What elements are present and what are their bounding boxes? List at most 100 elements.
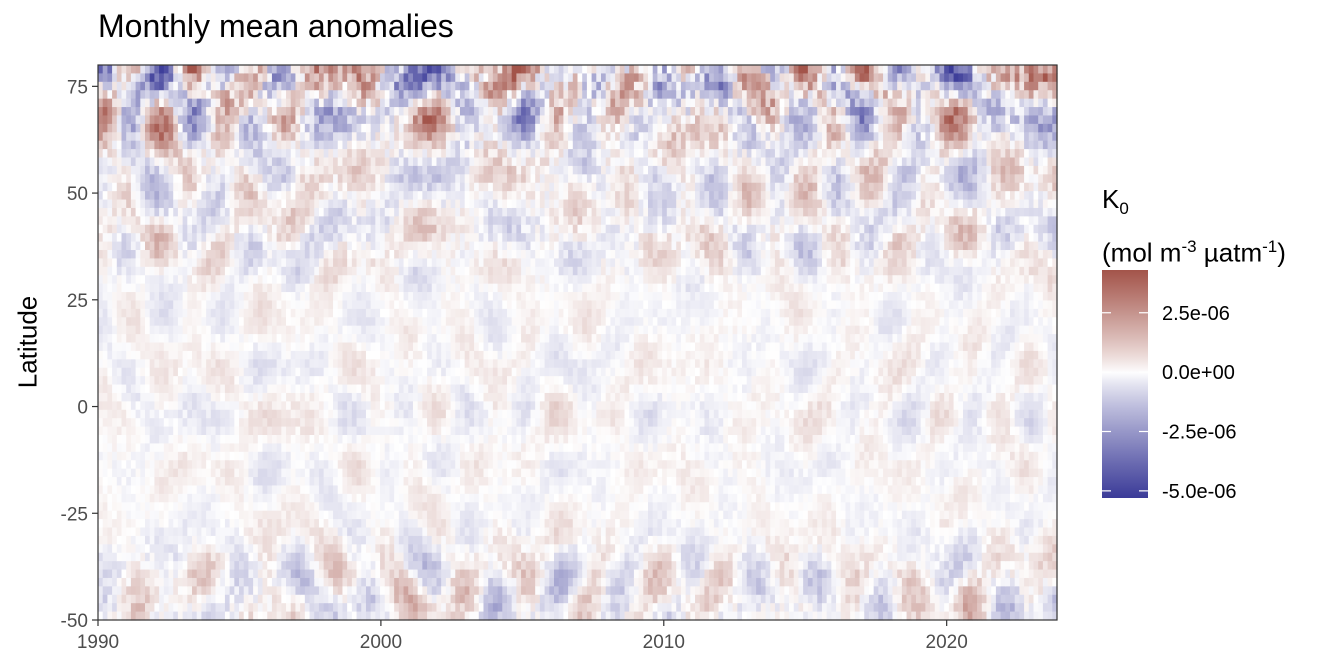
heatmap-cell (314, 216, 320, 226)
heatmap-cell (196, 426, 203, 436)
heatmap-cell (215, 392, 221, 402)
heatmap-cell (370, 233, 376, 243)
heatmap-cell (140, 107, 146, 117)
heatmap-cell (130, 544, 137, 554)
heatmap-cell (417, 149, 423, 159)
heatmap-cell (210, 98, 217, 108)
heatmap-cell (361, 233, 367, 243)
heatmap-cell (154, 443, 160, 453)
heatmap-cell (328, 460, 334, 470)
heatmap-cell (229, 376, 235, 386)
heatmap-cell (427, 65, 433, 75)
heatmap-cell (154, 460, 160, 470)
heatmap-cell (257, 477, 264, 487)
heatmap-cell (356, 275, 362, 285)
heatmap-cell (173, 81, 179, 91)
heatmap-cell (173, 258, 179, 268)
heatmap-cell (257, 485, 264, 495)
heatmap-cell (102, 123, 108, 133)
heatmap-cell (417, 460, 423, 470)
heatmap-cell (154, 224, 160, 234)
heatmap-cell (102, 519, 108, 529)
heatmap-cell (431, 182, 438, 192)
heatmap-cell (201, 98, 207, 108)
heatmap-cell (337, 376, 344, 386)
heatmap-cell (314, 224, 320, 234)
heatmap-cell (149, 502, 156, 512)
heatmap-cell (351, 73, 358, 83)
heatmap-cell (192, 174, 198, 184)
heatmap-cell (295, 367, 301, 377)
heatmap-cell (121, 527, 127, 537)
heatmap-cell (422, 527, 428, 537)
heatmap-cell (163, 477, 170, 487)
heatmap-cell (384, 317, 391, 327)
heatmap-cell (408, 527, 414, 537)
heatmap-cell (309, 216, 315, 226)
heatmap-cell (318, 435, 325, 445)
heatmap-cell (342, 502, 348, 512)
heatmap-cell (206, 165, 212, 175)
heatmap-cell (149, 107, 156, 117)
heatmap-cell (267, 342, 273, 352)
heatmap-cell (328, 477, 334, 487)
heatmap-cell (323, 376, 329, 386)
heatmap-cell (248, 451, 254, 461)
heatmap-cell (159, 502, 165, 512)
heatmap-cell (215, 224, 221, 234)
heatmap-cell (107, 561, 113, 571)
heatmap-cell (351, 241, 358, 251)
heatmap-cell (159, 149, 165, 159)
heatmap-cell (177, 241, 184, 251)
heatmap-cell (234, 233, 240, 243)
heatmap-cell (394, 611, 400, 621)
heatmap-cell (116, 199, 123, 209)
heatmap-cell (328, 409, 334, 419)
heatmap-cell (351, 123, 358, 133)
heatmap-cell (271, 258, 278, 268)
heatmap-cell (239, 292, 245, 302)
heatmap-cell (239, 443, 245, 453)
heatmap-cell (182, 258, 188, 268)
heatmap-cell (365, 493, 372, 503)
heatmap-cell (450, 98, 456, 108)
heatmap-cell (210, 224, 217, 234)
heatmap-cell (130, 468, 137, 478)
heatmap-cell (398, 594, 405, 604)
heatmap-cell (337, 292, 344, 302)
heatmap-cell (224, 317, 231, 327)
heatmap-cell (417, 258, 423, 268)
heatmap-cell (154, 317, 160, 327)
heatmap-cell (257, 552, 264, 562)
heatmap-cell (206, 586, 212, 596)
heatmap-cell (168, 140, 174, 150)
heatmap-cell (408, 586, 414, 596)
heatmap-cell (328, 317, 334, 327)
heatmap-cell (116, 123, 123, 133)
heatmap-cell (187, 275, 193, 285)
heatmap-cell (248, 250, 254, 260)
heatmap-cell (309, 157, 315, 167)
heatmap-cell (318, 233, 325, 243)
heatmap-cell (295, 502, 301, 512)
heatmap-cell (365, 435, 372, 445)
heatmap-cell (262, 460, 268, 470)
heatmap-cell (375, 300, 381, 310)
heatmap-cell (380, 376, 386, 386)
heatmap-cell (450, 107, 456, 117)
heatmap-cell (177, 283, 184, 293)
heatmap-cell (333, 594, 339, 604)
heatmap-cell (431, 384, 438, 394)
heatmap-cell (286, 250, 292, 260)
heatmap-cell (304, 367, 311, 377)
heatmap-cell (243, 132, 250, 142)
heatmap-cell (257, 149, 264, 159)
heatmap-cell (286, 123, 292, 133)
heatmap-cell (300, 510, 306, 520)
heatmap-cell (408, 174, 414, 184)
heatmap-cell (318, 216, 325, 226)
heatmap-cell (394, 392, 400, 402)
heatmap-cell (229, 594, 235, 604)
heatmap-cell (412, 577, 419, 587)
heatmap-cell (394, 275, 400, 285)
